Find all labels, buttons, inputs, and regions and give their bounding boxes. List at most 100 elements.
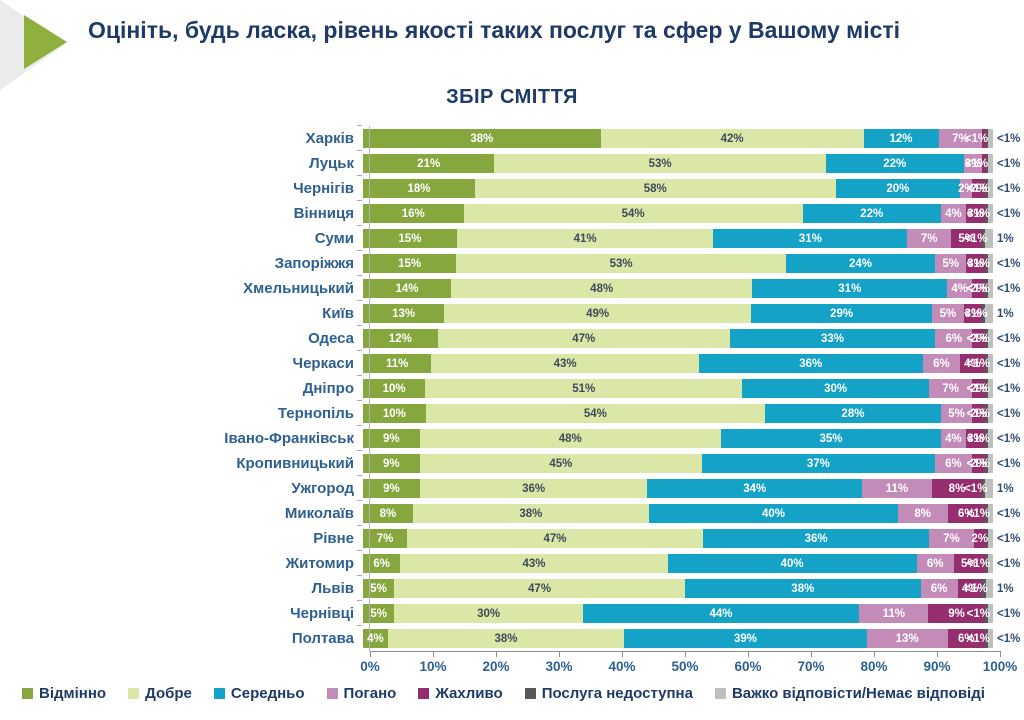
segment-value-label: 9%	[383, 482, 400, 495]
segment-value-label: <1%	[966, 607, 990, 620]
axis-tick	[685, 652, 686, 657]
segment-value-label: 37%	[806, 457, 830, 470]
segment-value-label: <1%	[964, 132, 989, 145]
outside-value-label: 1%	[997, 482, 1014, 495]
segment-value-label: <1%	[966, 507, 991, 520]
segment-value-label: 15%	[398, 232, 422, 245]
city-label: Чернівці	[290, 605, 354, 622]
segment-value-label: 10%	[382, 407, 406, 420]
segment-value-label: 2%	[957, 182, 975, 195]
outside-value-label: <1%	[997, 507, 1021, 520]
bar-segment: 58%	[474, 179, 836, 198]
bar-row: Ужгород 9% 36% 34% 11% 8% <1% 1%	[143, 475, 1014, 501]
segment-value-label: 4%	[367, 632, 384, 645]
bar-segment: 38%	[363, 129, 601, 148]
stacked-bar: 18% 58% 20% 2% 2% <1% <1%	[357, 175, 1020, 198]
segment-value-label: 4%	[945, 432, 962, 445]
segment-value-label: 47%	[528, 582, 552, 595]
bar-segment: <1%	[967, 179, 990, 198]
bar-segment: 4%	[940, 429, 966, 448]
bar-segment: 2%	[970, 179, 987, 198]
bar-segment: 28%	[765, 404, 941, 423]
segment-value-label: 8%	[948, 482, 966, 495]
stacked-bar: 5% 30% 44% 11% 9% <1% <1%	[357, 600, 1020, 623]
segment-value-label: 51%	[572, 382, 596, 395]
segment-value-label: 15%	[398, 257, 422, 270]
stacked-bar: 5% 47% 38% 6% 4% <1% 1%	[357, 575, 1014, 598]
bar-segment: 30%	[394, 604, 583, 623]
bar-segment: 15%	[363, 229, 457, 248]
city-label: Одеса	[308, 330, 354, 347]
axis-tick-label: 70%	[797, 659, 825, 674]
legend-label: Жахливо	[435, 685, 503, 702]
outside-value-label: <1%	[997, 432, 1021, 445]
segment-value-label: 21%	[417, 157, 441, 170]
segment-value-label: <1%	[966, 257, 991, 270]
city-label: Тернопіль	[277, 405, 354, 422]
segment-value-label: 34%	[743, 482, 767, 495]
segment-value-label: 2%	[970, 182, 987, 195]
segment-value-label: 5%	[370, 607, 388, 620]
bar-segment: 48%	[419, 429, 722, 448]
axis-tick	[622, 652, 623, 657]
segment-value-label: 6%	[933, 357, 950, 370]
bar-segment: 6%	[922, 354, 961, 373]
bar-segment: 54%	[425, 404, 765, 423]
segment-value-label: 18%	[407, 182, 431, 195]
segment-value-label: 48%	[558, 432, 582, 445]
segment-value-label: 47%	[543, 532, 567, 545]
bar-segment	[987, 529, 994, 548]
bar-segment	[986, 154, 988, 173]
segment-value-label: 38%	[519, 507, 543, 520]
segment-value-label: 6%	[957, 632, 975, 645]
outside-value-label: 1%	[997, 582, 1014, 595]
stacked-bar: 9% 36% 34% 11% 8% <1% 1%	[357, 475, 1014, 498]
city-label: Ужгород	[291, 480, 354, 497]
bar-segment: <1%	[965, 129, 988, 148]
bar-segment	[987, 404, 994, 423]
chart-title: ЗБІР СМІТТЯ	[446, 86, 578, 108]
bar-row: Львів 5% 47% 38% 6% 4% <1% 1%	[143, 575, 1014, 601]
bar-segment	[988, 354, 993, 373]
bar-segment	[987, 604, 994, 623]
segment-value-label: 45%	[549, 457, 573, 470]
bar-segment: 9%	[363, 429, 420, 448]
segment-value-label: 41%	[573, 232, 597, 245]
bar-segment: 16%	[363, 204, 464, 223]
segment-value-label: <1%	[966, 407, 990, 420]
stacked-bar: 13% 49% 29% 5% 3% <1% 1%	[357, 300, 1014, 323]
outside-value-label: <1%	[997, 282, 1021, 295]
stacked-bar: 15% 41% 31% 7% 5% <1% 1%	[357, 225, 1014, 248]
bar-segment	[986, 529, 988, 548]
axis-tick-label: 50%	[671, 659, 699, 674]
segment-value-label: 38%	[470, 132, 494, 145]
segment-value-label: 29%	[830, 307, 854, 320]
segment-value-label: 13%	[392, 307, 416, 320]
segment-value-label: 5%	[958, 232, 976, 245]
segment-value-label: 3%	[964, 307, 982, 320]
bar-segment: 7%	[907, 229, 952, 248]
bar-segment: <1%	[967, 254, 990, 273]
segment-value-label: 2%	[971, 532, 989, 545]
bar-segment: <1%	[967, 554, 990, 573]
bar-segment: 44%	[582, 604, 860, 623]
bar-segment: 48%	[450, 279, 753, 298]
segment-value-label: <1%	[966, 332, 991, 345]
legend-label: Погано	[343, 685, 397, 702]
stacked-bar: 10% 51% 30% 7% 2% <1% <1%	[357, 375, 1020, 398]
segment-value-label: 44%	[709, 607, 733, 620]
bar-segment	[988, 504, 993, 523]
bar-segment: <1%	[967, 379, 990, 398]
bar-segment: 9%	[363, 454, 420, 473]
legend-swatch-icon	[524, 688, 536, 699]
bar-segment	[988, 254, 993, 273]
segment-value-label: 12%	[889, 132, 913, 145]
legend-label: Добре	[145, 685, 192, 702]
segment-value-label: 2%	[970, 282, 987, 295]
bar-segment: 7%	[928, 379, 973, 398]
stacked-bar: 9% 48% 35% 4% 3% <1% <1%	[357, 425, 1020, 448]
bar-segment: 24%	[785, 254, 936, 273]
axis-tick-label: 0%	[360, 659, 380, 674]
segment-value-label: 2%	[970, 457, 987, 470]
bar-segment	[988, 554, 993, 573]
